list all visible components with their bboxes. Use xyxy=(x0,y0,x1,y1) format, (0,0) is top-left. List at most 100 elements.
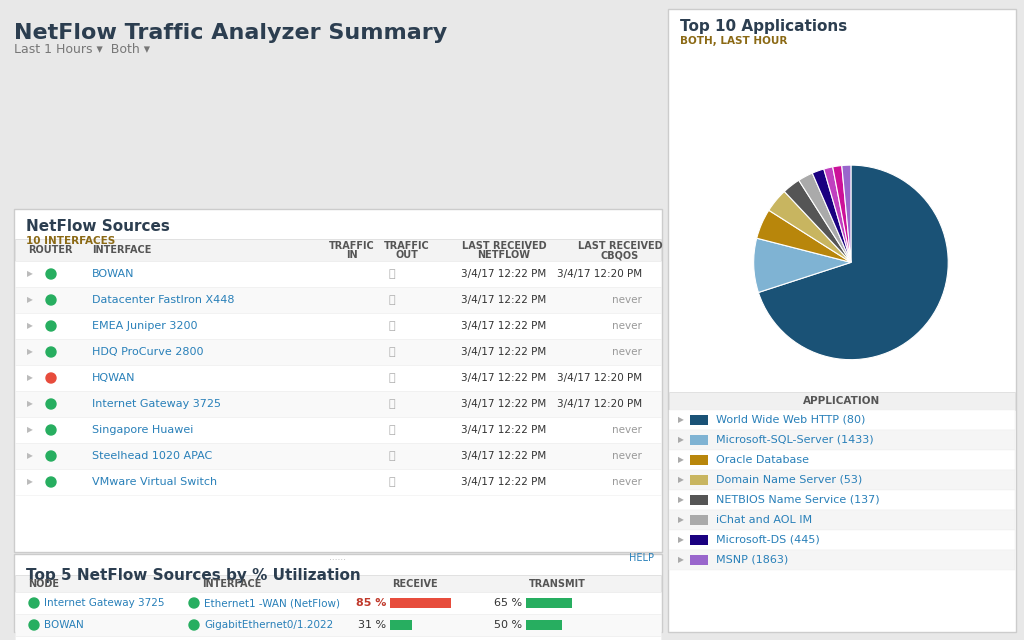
Wedge shape xyxy=(823,167,851,262)
Bar xyxy=(669,510,1015,530)
Circle shape xyxy=(29,620,39,630)
Bar xyxy=(690,435,708,445)
Text: Internet Gateway 3725: Internet Gateway 3725 xyxy=(44,598,165,608)
Text: NetFlow Traffic Analyzer Summary: NetFlow Traffic Analyzer Summary xyxy=(14,23,447,43)
Text: 3/4/17 12:22 PM: 3/4/17 12:22 PM xyxy=(462,451,547,461)
Bar xyxy=(15,469,662,495)
Text: ROUTER: ROUTER xyxy=(28,245,73,255)
Text: 3/4/17 12:22 PM: 3/4/17 12:22 PM xyxy=(462,399,547,409)
Text: 3/4/17 12:22 PM: 3/4/17 12:22 PM xyxy=(462,425,547,435)
Text: ⌵: ⌵ xyxy=(389,425,395,435)
Text: BOWAN: BOWAN xyxy=(92,269,134,279)
Text: 3/4/17 12:20 PM: 3/4/17 12:20 PM xyxy=(557,399,642,409)
Bar xyxy=(669,550,1015,570)
Text: never: never xyxy=(612,295,642,305)
Wedge shape xyxy=(842,165,851,262)
Text: INTERFACE: INTERFACE xyxy=(92,245,152,255)
Bar xyxy=(14,554,662,632)
Text: Internet Gateway 3725: Internet Gateway 3725 xyxy=(92,399,221,409)
Text: TRAFFIC: TRAFFIC xyxy=(329,241,375,251)
Bar xyxy=(690,495,708,505)
Text: 3/4/17 12:22 PM: 3/4/17 12:22 PM xyxy=(462,347,547,357)
Text: 3/4/17 12:22 PM: 3/4/17 12:22 PM xyxy=(462,295,547,305)
Bar xyxy=(15,339,662,365)
Bar xyxy=(669,430,1015,450)
Text: Singapore Huawei: Singapore Huawei xyxy=(92,425,194,435)
Wedge shape xyxy=(759,165,948,360)
Text: Top 5 NetFlow Sources by % Utilization: Top 5 NetFlow Sources by % Utilization xyxy=(26,568,360,583)
Text: Steelhead 1020 APAC: Steelhead 1020 APAC xyxy=(92,451,212,461)
Text: LAST RECEIVED: LAST RECEIVED xyxy=(578,241,663,251)
Bar xyxy=(390,620,412,630)
Text: 31 %: 31 % xyxy=(357,620,386,630)
Bar xyxy=(669,490,1015,510)
Text: ▶: ▶ xyxy=(27,296,33,305)
Text: LAST RECEIVED: LAST RECEIVED xyxy=(462,241,547,251)
Text: 3/4/17 12:22 PM: 3/4/17 12:22 PM xyxy=(462,477,547,487)
Circle shape xyxy=(189,620,199,630)
Text: never: never xyxy=(612,425,642,435)
Text: TRAFFIC: TRAFFIC xyxy=(384,241,430,251)
Bar xyxy=(15,592,662,614)
Wedge shape xyxy=(799,173,851,262)
Circle shape xyxy=(46,347,56,357)
Bar xyxy=(15,614,662,636)
Text: ▶: ▶ xyxy=(27,451,33,461)
Bar xyxy=(669,470,1015,490)
Text: ⌵: ⌵ xyxy=(389,451,395,461)
Text: NETBIOS Name Service (137): NETBIOS Name Service (137) xyxy=(716,495,880,505)
Bar xyxy=(526,620,562,630)
Bar xyxy=(690,515,708,525)
Wedge shape xyxy=(812,169,851,262)
Text: OUT: OUT xyxy=(395,250,419,260)
Bar xyxy=(15,391,662,417)
Text: CBQOS: CBQOS xyxy=(601,250,639,260)
Text: ⌵: ⌵ xyxy=(389,373,395,383)
Text: GigabitEthernet0/1.2022: GigabitEthernet0/1.2022 xyxy=(204,620,333,630)
Text: BOTH, LAST HOUR: BOTH, LAST HOUR xyxy=(680,36,787,46)
Text: 3/4/17 12:22 PM: 3/4/17 12:22 PM xyxy=(462,321,547,331)
Text: ⌵: ⌵ xyxy=(389,269,395,279)
Text: HQWAN: HQWAN xyxy=(92,373,135,383)
Text: ⌵: ⌵ xyxy=(389,399,395,409)
Text: Microsoft-DS (445): Microsoft-DS (445) xyxy=(716,535,820,545)
Text: ▶: ▶ xyxy=(678,476,684,484)
Text: never: never xyxy=(612,321,642,331)
Circle shape xyxy=(46,269,56,279)
Bar xyxy=(690,415,708,425)
Text: never: never xyxy=(612,451,642,461)
Text: ▶: ▶ xyxy=(678,536,684,545)
Circle shape xyxy=(46,295,56,305)
Text: 3/4/17 12:22 PM: 3/4/17 12:22 PM xyxy=(462,269,547,279)
Text: Last 1 Hours ▾  Both ▾: Last 1 Hours ▾ Both ▾ xyxy=(14,43,150,56)
Text: VMware Virtual Switch: VMware Virtual Switch xyxy=(92,477,217,487)
Circle shape xyxy=(46,477,56,487)
Bar xyxy=(15,313,662,339)
Bar xyxy=(14,209,662,552)
Circle shape xyxy=(46,321,56,331)
Text: NETFLOW: NETFLOW xyxy=(477,250,530,260)
Text: ▶: ▶ xyxy=(27,348,33,356)
Bar xyxy=(690,535,708,545)
Bar xyxy=(15,261,662,287)
Text: INTERFACE: INTERFACE xyxy=(202,579,261,589)
Wedge shape xyxy=(784,180,851,262)
Circle shape xyxy=(46,373,56,383)
Text: 3/4/17 12:20 PM: 3/4/17 12:20 PM xyxy=(557,269,642,279)
Wedge shape xyxy=(769,191,851,262)
Text: 50 %: 50 % xyxy=(494,620,522,630)
Text: iChat and AOL IM: iChat and AOL IM xyxy=(716,515,812,525)
Text: ▶: ▶ xyxy=(678,515,684,525)
Text: NetFlow Sources: NetFlow Sources xyxy=(26,219,170,234)
Text: Microsoft-SQL-Server (1433): Microsoft-SQL-Server (1433) xyxy=(716,435,873,445)
Text: TRANSMIT: TRANSMIT xyxy=(529,579,586,589)
Text: never: never xyxy=(612,347,642,357)
Text: HDQ ProCurve 2800: HDQ ProCurve 2800 xyxy=(92,347,204,357)
Wedge shape xyxy=(754,238,851,292)
Circle shape xyxy=(189,598,199,608)
Bar xyxy=(690,455,708,465)
Bar xyxy=(690,475,708,485)
Bar xyxy=(15,417,662,443)
Text: Top 10 Applications: Top 10 Applications xyxy=(680,19,847,34)
Wedge shape xyxy=(757,211,851,262)
